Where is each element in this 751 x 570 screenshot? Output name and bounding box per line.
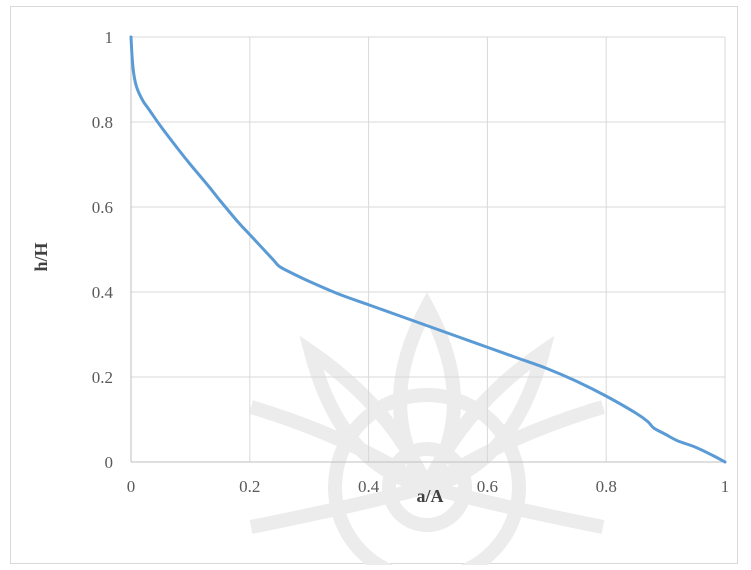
y-tick-label: 0.6	[92, 198, 113, 217]
x-tick-label: 0.8	[596, 477, 617, 496]
x-axis-title: a/A	[417, 486, 444, 506]
y-tick-label: 1	[105, 28, 114, 47]
x-tick-label: 1	[721, 477, 730, 496]
series-line	[129, 35, 727, 464]
y-tick-label: 0.2	[92, 368, 113, 387]
y-axis-title: h/H	[31, 242, 51, 271]
y-tick-label: 0.8	[92, 113, 113, 132]
watermark-emblem	[248, 292, 606, 565]
x-tick-label: 0.4	[358, 477, 380, 496]
y-tick-label: 0	[105, 453, 114, 472]
y-tick-label: 0.4	[92, 283, 114, 302]
x-tick-label: 0.6	[477, 477, 498, 496]
chart-area: 0 0.2 0.4 0.6 0.8 1 0 0.2 0.4 0.6 0.8 1 a/A h/H	[10, 6, 738, 565]
x-tick-label: 0	[127, 477, 136, 496]
line-chart: 0 0.2 0.4 0.6 0.8 1 0 0.2 0.4 0.6 0.8 1 a/A h/H	[31, 28, 730, 565]
x-tick-label: 0.2	[239, 477, 260, 496]
